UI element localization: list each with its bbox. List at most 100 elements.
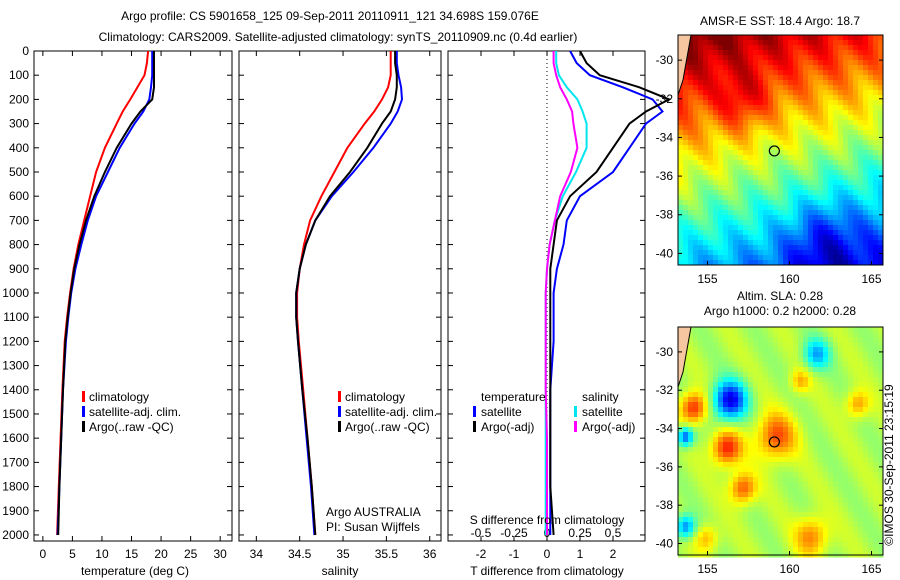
map-cell xyxy=(823,165,829,171)
map-cell xyxy=(758,487,764,493)
map-cell xyxy=(878,547,884,553)
map-cell xyxy=(838,60,844,66)
map-cell xyxy=(733,210,739,216)
map-cell xyxy=(873,532,879,538)
map-cell xyxy=(683,462,689,468)
map-cell xyxy=(693,190,699,196)
map-cell xyxy=(708,332,714,338)
map-cell xyxy=(763,517,769,523)
map-cell xyxy=(773,392,779,398)
map-cell xyxy=(863,175,869,181)
map-cell xyxy=(718,417,724,423)
map-cell xyxy=(728,352,734,358)
map-cell xyxy=(873,190,879,196)
map-cell xyxy=(783,332,789,338)
map-cell xyxy=(783,327,789,333)
map-cell xyxy=(878,462,884,468)
map-cell xyxy=(753,85,759,91)
map-cell xyxy=(783,447,789,453)
map-cell xyxy=(738,145,744,151)
profile-line-climatology xyxy=(296,51,392,536)
map-cell xyxy=(713,507,719,513)
map-cell xyxy=(818,205,824,211)
map-cell xyxy=(688,75,694,81)
map-cell xyxy=(698,255,704,261)
map-cell xyxy=(803,50,809,56)
map-cell xyxy=(848,170,854,176)
map-cell xyxy=(778,487,784,493)
map-cell xyxy=(793,342,799,348)
map-cell xyxy=(788,225,794,231)
map-cell xyxy=(763,462,769,468)
map-cell xyxy=(783,45,789,51)
map-cell xyxy=(723,362,729,368)
map-cell xyxy=(798,105,804,111)
map-cell xyxy=(683,255,689,261)
map-cell xyxy=(733,180,739,186)
map-cell xyxy=(848,462,854,468)
map-cell xyxy=(803,255,809,261)
map-cell xyxy=(878,130,884,136)
map-cell xyxy=(793,160,799,166)
map-cell xyxy=(828,417,834,423)
map-cell xyxy=(723,220,729,226)
map-cell xyxy=(823,382,829,388)
map-cell xyxy=(788,402,794,408)
map-cell xyxy=(848,477,854,483)
map-cell xyxy=(823,260,829,266)
map-cell xyxy=(818,200,824,206)
map-cell xyxy=(778,250,784,256)
map-cell xyxy=(708,347,714,353)
map-cell xyxy=(853,327,859,333)
map-cell xyxy=(838,407,844,413)
map-cell xyxy=(853,245,859,251)
map-cell xyxy=(858,80,864,86)
map-cell xyxy=(843,145,849,151)
map-cell xyxy=(758,397,764,403)
map-cell xyxy=(798,60,804,66)
map-cell xyxy=(868,502,874,508)
map-cell xyxy=(788,452,794,458)
map-cell xyxy=(733,537,739,543)
map-cell xyxy=(743,220,749,226)
map-cell xyxy=(833,160,839,166)
map-cell xyxy=(828,210,834,216)
map-cell xyxy=(748,417,754,423)
y-tick-label: 2000 xyxy=(2,528,29,542)
map-cell xyxy=(833,215,839,221)
map-cell xyxy=(728,215,734,221)
map-cell xyxy=(833,502,839,508)
map-cell xyxy=(828,377,834,383)
map-cell xyxy=(698,432,704,438)
map-cell xyxy=(768,402,774,408)
map-cell xyxy=(683,215,689,221)
map-cell xyxy=(773,532,779,538)
map-cell xyxy=(688,225,694,231)
map-cell xyxy=(748,120,754,126)
map-cell xyxy=(848,210,854,216)
map-cell xyxy=(793,507,799,513)
map-cell xyxy=(783,432,789,438)
map-cell xyxy=(873,352,879,358)
map-cell xyxy=(808,522,814,528)
map-cell xyxy=(703,487,709,493)
map-cell xyxy=(783,512,789,518)
map-cell xyxy=(683,532,689,538)
map-cell xyxy=(828,260,834,266)
map-cell xyxy=(733,427,739,433)
map-cell xyxy=(863,352,869,358)
map-cell xyxy=(868,377,874,383)
map-cell xyxy=(868,457,874,463)
map-cell xyxy=(818,95,824,101)
map-cell xyxy=(853,185,859,191)
map-cell xyxy=(688,170,694,176)
map-cell xyxy=(853,100,859,106)
map-cell xyxy=(813,397,819,403)
map-cell xyxy=(798,165,804,171)
map-cell xyxy=(723,477,729,483)
map-cell xyxy=(678,487,684,493)
map-cell xyxy=(718,492,724,498)
map-cell xyxy=(878,437,884,443)
map-cell xyxy=(688,537,694,543)
map-cell xyxy=(858,85,864,91)
